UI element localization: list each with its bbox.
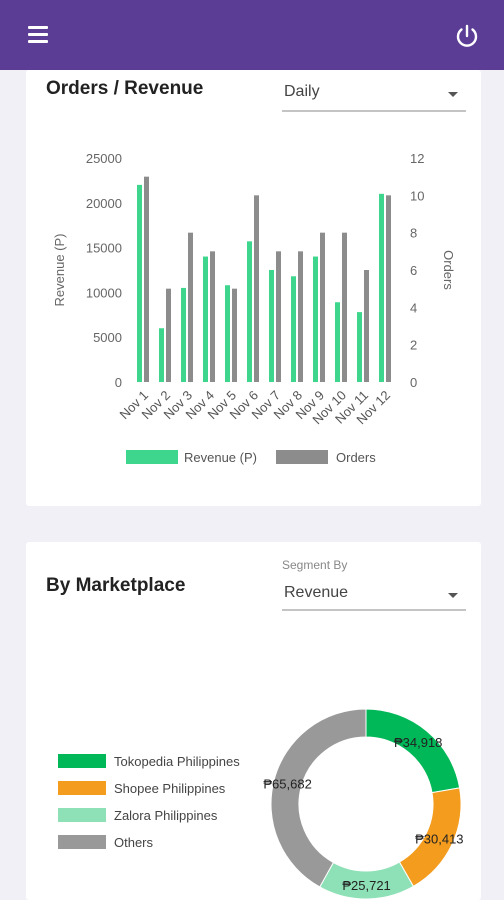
y-axis-tick-label: 10000 [86, 285, 122, 300]
orders-bar [232, 288, 237, 382]
top-app-bar [0, 0, 504, 70]
donut-slice-value-label: ₱34,918 [394, 735, 442, 750]
legend-swatch [58, 808, 106, 822]
y-axis-tick-label: 5000 [93, 330, 122, 345]
legend-label-orders: Orders [336, 450, 376, 465]
y2-axis-tick-label: 6 [410, 263, 417, 278]
orders-bar [144, 176, 149, 382]
chevron-down-icon [448, 593, 458, 598]
orders-bar [386, 195, 391, 382]
period-select[interactable]: Daily [282, 78, 466, 112]
orders-bar [254, 195, 259, 382]
orders-revenue-title: Orders / Revenue [46, 78, 204, 99]
legend-swatch-orders [276, 450, 328, 464]
period-select-value: Daily [284, 83, 320, 100]
y2-axis-tick-label: 10 [410, 188, 424, 203]
segment-by-label: Segment By [282, 558, 348, 572]
orders-bar [364, 270, 369, 382]
donut-slice [365, 708, 461, 794]
marketplace-donut-chart: ₱34,918 ₱30,413 ₱25,721 ₱65,682 Tokopedia Ph… [58, 708, 464, 900]
marketplace-card: By Marketplace Segment By Revenue ₱34,91… [26, 542, 481, 900]
legend-label: Shopee Philippines [114, 781, 226, 796]
legend-swatch [58, 781, 106, 795]
marketplace-title: By Marketplace [46, 575, 186, 596]
segment-select[interactable]: Revenue [282, 577, 466, 611]
legend-swatch [58, 754, 106, 768]
y2-axis-tick-label: 8 [410, 226, 417, 241]
y-axis-tick-label: 25000 [86, 151, 122, 166]
y2-axis-tick-label: 0 [410, 375, 417, 390]
y2-axis-tick-label: 4 [410, 300, 417, 315]
y2-axis-tick-label: 2 [410, 338, 417, 353]
revenue-bar [379, 193, 384, 382]
orders-bar [210, 251, 215, 382]
chevron-down-icon [448, 92, 458, 97]
power-icon[interactable] [452, 21, 482, 51]
hamburger-menu-icon[interactable] [28, 26, 50, 44]
y2-axis-tick-label: 12 [410, 151, 424, 166]
revenue-bar [181, 287, 186, 382]
y-axis-tick-label: 20000 [86, 196, 122, 211]
legend-swatch-revenue [126, 450, 178, 464]
segment-select-value: Revenue [284, 584, 349, 601]
revenue-bar [247, 241, 252, 382]
donut-slice-value-label: ₱30,413 [415, 831, 463, 846]
revenue-bar [225, 285, 230, 382]
legend-label-revenue: Revenue (P) [184, 450, 257, 465]
orders-bar [276, 251, 281, 382]
orders-bar [342, 232, 347, 382]
revenue-bar [203, 256, 208, 382]
legend-label: Tokopedia Philippines [114, 754, 240, 769]
donut-slice [270, 708, 367, 888]
orders-bar [188, 232, 193, 382]
y-axis-tick-label: 0 [115, 375, 122, 390]
revenue-bar [357, 312, 362, 382]
revenue-bar [137, 184, 142, 382]
y-axis-tick-label: 15000 [86, 241, 122, 256]
y-axis-label: Revenue (P) [52, 234, 67, 307]
orders-bar [298, 251, 303, 382]
y2-axis-label: Orders [441, 250, 456, 290]
orders-bar [320, 232, 325, 382]
revenue-bar [313, 256, 318, 382]
donut-slice-value-label: ₱25,721 [342, 878, 390, 893]
legend-label: Zalora Philippines [114, 808, 218, 823]
revenue-bar [291, 276, 296, 382]
donut-slice-value-label: ₱65,682 [263, 777, 311, 792]
revenue-bar [159, 328, 164, 382]
legend-label: Others [114, 835, 154, 850]
orders-bar [166, 288, 171, 382]
revenue-bar [335, 302, 340, 382]
orders-revenue-card: Orders / Revenue Daily 0 5000 10000 15000 20… [26, 70, 481, 506]
legend-swatch [58, 835, 106, 849]
orders-revenue-chart: 0 5000 10000 15000 20000 25000 0 2 4 6 8 10 12 Revenu… [52, 151, 456, 465]
revenue-bar [269, 270, 274, 382]
